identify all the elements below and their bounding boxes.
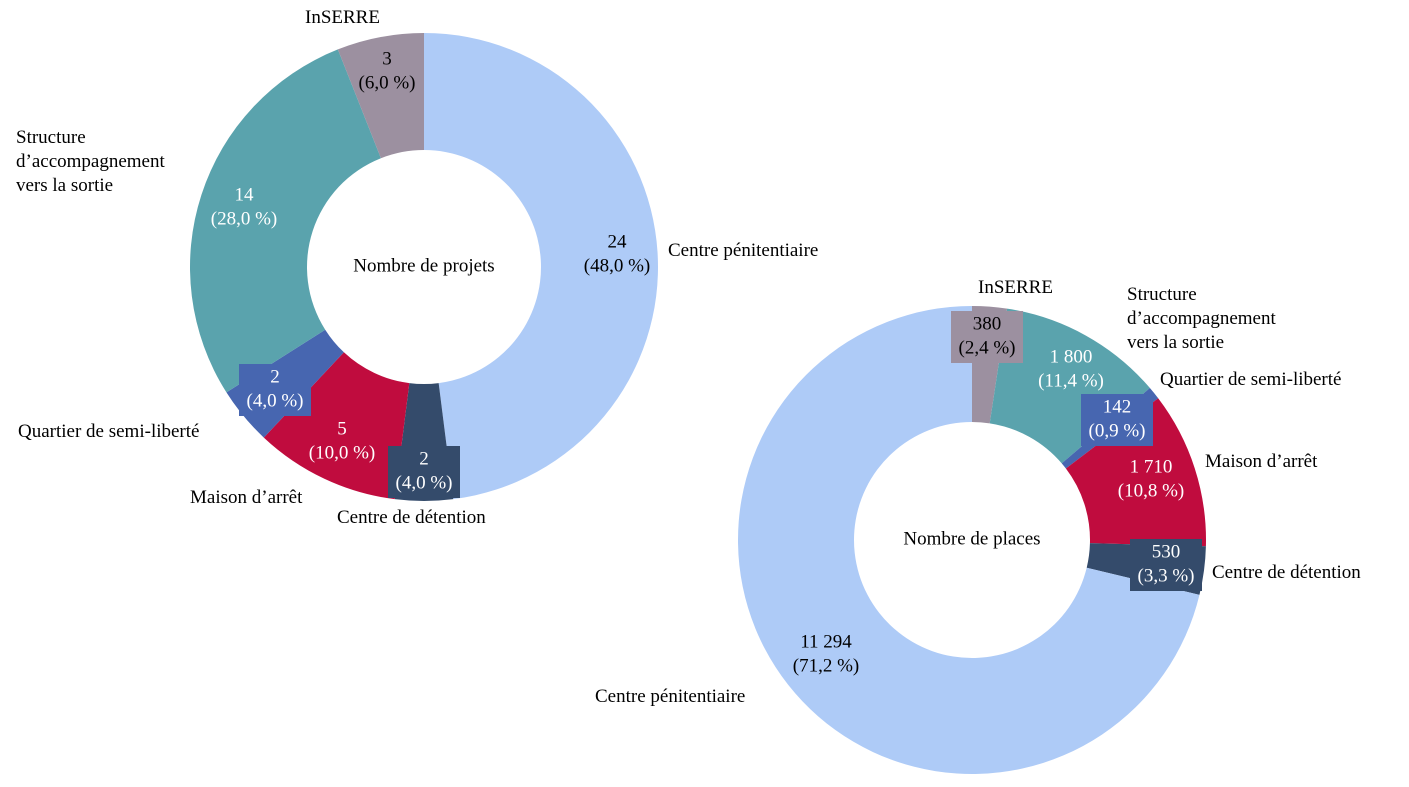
category-label: Centre de détention [1212,562,1361,583]
value-label: 2 [419,448,429,469]
value-label: 24 [608,231,628,252]
category-label: Quartier de semi-liberté [1160,369,1342,390]
category-label: Centre pénitentiaire [595,686,746,707]
share-label: (71,2 %) [793,655,859,676]
category-label: Quartier de semi-liberté [18,421,200,442]
value-label: 380 [973,313,1002,334]
share-label: (4,0 %) [396,472,453,493]
label-box [1081,394,1153,446]
category-label: Structure d’accompagnement vers la sorti… [16,127,165,196]
share-label: (11,4 %) [1038,370,1104,391]
category-label: Centre pénitentiaire [668,240,819,261]
share-label: (3,3 %) [1138,565,1195,586]
value-label: 5 [337,418,347,439]
value-label: 3 [382,48,392,69]
wedge [1065,398,1206,547]
center-title: Nombre de places [903,528,1040,549]
share-label: (48,0 %) [584,255,650,276]
value-label: 11 294 [800,631,852,652]
share-label: (10,0 %) [309,442,375,463]
label-box [951,311,1023,363]
center-title: Nombre de projets [353,255,494,276]
value-label: 14 [235,184,255,205]
label-box [239,364,311,416]
wedge [263,352,410,500]
category-label: Maison d’arrêt [190,487,303,508]
wedge [738,306,1200,774]
value-label: 2 [270,366,280,387]
wedge [424,33,659,500]
share-label: (2,4 %) [959,337,1016,358]
category-label: InSERRE [305,7,380,28]
share-label: (28,0 %) [211,208,277,229]
category-label: Structure d’accompagnement vers la sorti… [1127,284,1276,353]
category-label: InSERRE [978,277,1053,298]
value-label: 530 [1152,541,1181,562]
category-label: Centre de détention [337,507,486,528]
share-label: (0,9 %) [1089,420,1146,441]
label-box [388,446,460,498]
wedge [337,33,424,159]
wedge [189,49,381,393]
value-label: 1 710 [1130,456,1173,477]
value-label: 142 [1103,396,1132,417]
value-label: 1 800 [1050,346,1093,367]
category-label: Maison d’arrêt [1205,451,1318,472]
wedge [989,308,1150,464]
share-label: (10,8 %) [1118,480,1184,501]
share-label: (6,0 %) [359,72,416,93]
share-label: (4,0 %) [247,390,304,411]
label-box [1130,539,1202,591]
